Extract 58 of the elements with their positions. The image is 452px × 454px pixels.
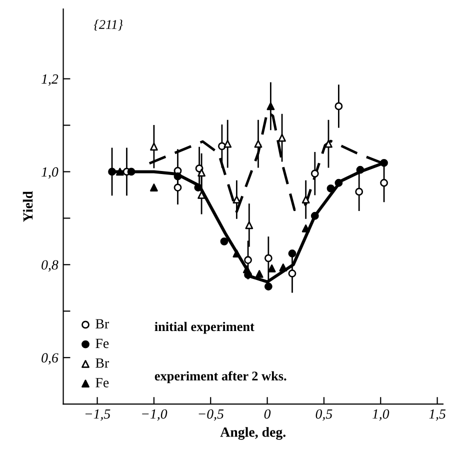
point: [255, 270, 264, 278]
point: [244, 256, 252, 264]
point: [174, 184, 182, 192]
x-axis-title: Angle, deg.: [220, 427, 286, 440]
point: [268, 264, 276, 272]
point: [288, 270, 296, 278]
x-tick-label: −0,5: [198, 409, 224, 421]
point: [194, 184, 202, 192]
point: [220, 237, 228, 246]
legend-label: Fe: [96, 338, 109, 348]
y-tick-label: 1,0: [42, 167, 58, 179]
point: [302, 196, 310, 204]
point: [356, 166, 364, 174]
y-axis-title: Yield: [22, 191, 33, 222]
point: [278, 134, 286, 142]
point: [264, 282, 272, 290]
point: [266, 102, 275, 110]
point: [108, 168, 116, 176]
point: [198, 191, 206, 199]
point: [310, 170, 319, 178]
point: [242, 265, 251, 274]
point: [150, 142, 158, 151]
x-tick-label: −1,5: [85, 409, 110, 421]
point: [380, 158, 388, 167]
legend-label: Fe: [96, 378, 109, 388]
legend-label: Br: [96, 319, 109, 328]
annotation: {211}: [94, 20, 123, 31]
x-tick-label: 0,5: [316, 409, 332, 421]
point: [380, 178, 388, 187]
point: [127, 168, 136, 176]
y-tick-label: 1,2: [42, 74, 58, 86]
x-tick-label: 1,5: [429, 409, 446, 421]
x-tick-label: 1,0: [372, 409, 390, 421]
point: [116, 168, 124, 176]
point: [334, 178, 343, 187]
point: [326, 184, 335, 192]
point: [150, 184, 158, 192]
x-tick-label: −1,0: [142, 409, 168, 421]
legend-label: Br: [96, 358, 109, 368]
point: [264, 254, 272, 262]
point: [324, 140, 332, 148]
point: [279, 263, 288, 272]
point: [232, 250, 241, 258]
point: [310, 212, 319, 220]
point: [198, 168, 206, 177]
point: [174, 172, 182, 180]
x-tick-label: 0: [264, 409, 271, 419]
point: [302, 224, 310, 232]
point: [254, 140, 262, 148]
annotation: initial experiment: [154, 322, 254, 334]
annotation: experiment after 2 wks.: [154, 371, 286, 384]
point: [245, 221, 254, 230]
point: [288, 250, 296, 258]
y-tick-label: 0,6: [42, 353, 58, 365]
point: [224, 140, 232, 148]
point: [355, 188, 364, 196]
point: [334, 102, 343, 110]
y-tick-label: 0,8: [42, 260, 58, 272]
